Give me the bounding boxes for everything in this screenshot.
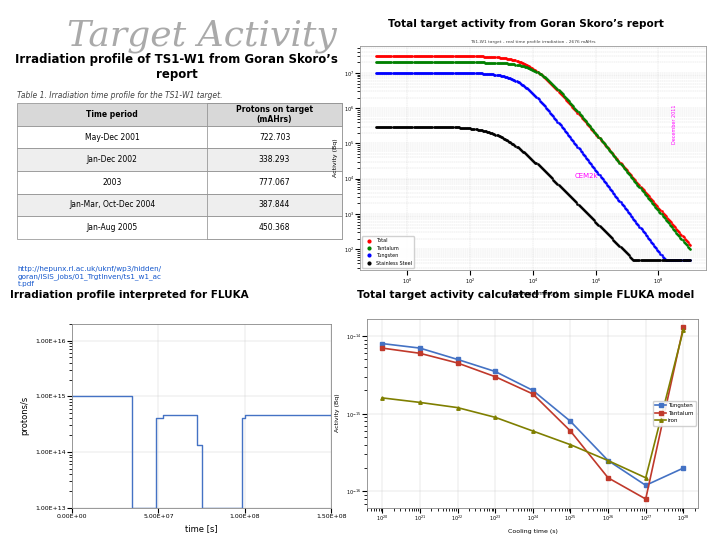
- iron: [528, 428, 537, 434]
- Text: Irradiation profile of TS1-W1 from Goran Skoro’s
report: Irradiation profile of TS1-W1 from Goran…: [15, 53, 338, 82]
- Text: 777.067: 777.067: [258, 178, 290, 187]
- iron: [453, 404, 462, 411]
- Tungsten: [378, 340, 387, 347]
- Text: Table 1. Irradiation time profile for the TS1-W1 target.: Table 1. Irradiation time profile for th…: [17, 91, 223, 100]
- Text: CEM2k: CEM2k: [575, 173, 598, 179]
- Tantalum: [679, 324, 688, 330]
- Tungsten: [491, 368, 500, 375]
- Bar: [17, 216, 342, 239]
- Tantalum: [415, 350, 424, 356]
- Tungsten: [679, 465, 688, 471]
- Text: Total target activity from Goran Skoro’s report: Total target activity from Goran Skoro’s…: [387, 19, 664, 29]
- Bar: [17, 171, 342, 193]
- Tungsten: [566, 418, 575, 424]
- Bar: [17, 148, 342, 171]
- Text: Jan-Dec 2002: Jan-Dec 2002: [86, 155, 138, 164]
- Tantalum: [566, 428, 575, 434]
- Tungsten: [642, 482, 650, 489]
- Text: http://hepunx.rl.ac.uk/uknf/wp3/hidden/
goran/ISIS_jobs/01_TrgtInven/ts1_w1_ac
t: http://hepunx.rl.ac.uk/uknf/wp3/hidden/ …: [17, 266, 161, 287]
- Text: Time period: Time period: [86, 110, 138, 119]
- Text: Jan-Mar, Oct-Dec 2004: Jan-Mar, Oct-Dec 2004: [69, 200, 156, 210]
- Text: December 2011: December 2011: [672, 105, 677, 144]
- Tantalum: [604, 475, 613, 481]
- Y-axis label: Activity (Bq): Activity (Bq): [336, 394, 340, 433]
- Bar: [17, 193, 342, 216]
- X-axis label: Cooling time (s): Cooling time (s): [508, 291, 558, 296]
- Text: Irradiation profile interpreted for FLUKA: Irradiation profile interpreted for FLUK…: [10, 289, 249, 300]
- Text: Target Activity: Target Activity: [67, 19, 336, 53]
- Tungsten: [415, 345, 424, 352]
- Y-axis label: Activity (Bq): Activity (Bq): [333, 139, 338, 177]
- Bar: [207, 193, 342, 216]
- X-axis label: time [s]: time [s]: [185, 524, 218, 534]
- iron: [378, 395, 387, 401]
- Y-axis label: protons/s: protons/s: [21, 396, 30, 435]
- Tungsten: [528, 387, 537, 394]
- iron: [642, 475, 650, 481]
- X-axis label: Cooling time (s): Cooling time (s): [508, 529, 558, 534]
- iron: [415, 399, 424, 406]
- iron: [679, 327, 688, 333]
- Bar: [17, 103, 342, 126]
- Tantalum: [642, 496, 650, 502]
- Text: 338.293: 338.293: [259, 155, 290, 164]
- Bar: [207, 126, 342, 148]
- Tantalum: [528, 390, 537, 397]
- Legend: Tungsten, Tantalum, iron: Tungsten, Tantalum, iron: [653, 401, 696, 426]
- Bar: [207, 103, 342, 126]
- Text: Total target activity calculated from simple FLUKA model: Total target activity calculated from si…: [357, 289, 694, 300]
- Text: 722.703: 722.703: [259, 133, 290, 141]
- Bar: [207, 171, 342, 193]
- iron: [604, 457, 613, 464]
- Line: Tungsten: Tungsten: [380, 342, 685, 487]
- Text: 2003: 2003: [102, 178, 122, 187]
- Title: TS1-W1 target - real time profile irradiation - 2676 mAHrs: TS1-W1 target - real time profile irradi…: [470, 40, 595, 44]
- Text: 387.844: 387.844: [259, 200, 290, 210]
- Text: 450.368: 450.368: [258, 223, 290, 232]
- Text: Jan-Aug 2005: Jan-Aug 2005: [86, 223, 138, 232]
- Text: Protons on target
(mAHrs): Protons on target (mAHrs): [236, 105, 313, 124]
- Bar: [207, 216, 342, 239]
- Tantalum: [378, 345, 387, 352]
- Line: iron: iron: [380, 328, 685, 480]
- iron: [566, 441, 575, 448]
- iron: [491, 414, 500, 421]
- Legend: Total, Tantalum, Tungsten, Stainless Steel: Total, Tantalum, Tungsten, Stainless Ste…: [362, 237, 413, 267]
- Bar: [17, 126, 342, 148]
- Text: May-Dec 2001: May-Dec 2001: [85, 133, 140, 141]
- Tungsten: [604, 457, 613, 464]
- Tantalum: [491, 374, 500, 380]
- Bar: [207, 148, 342, 171]
- Tungsten: [453, 356, 462, 363]
- Tantalum: [453, 360, 462, 366]
- Line: Tantalum: Tantalum: [380, 326, 685, 501]
